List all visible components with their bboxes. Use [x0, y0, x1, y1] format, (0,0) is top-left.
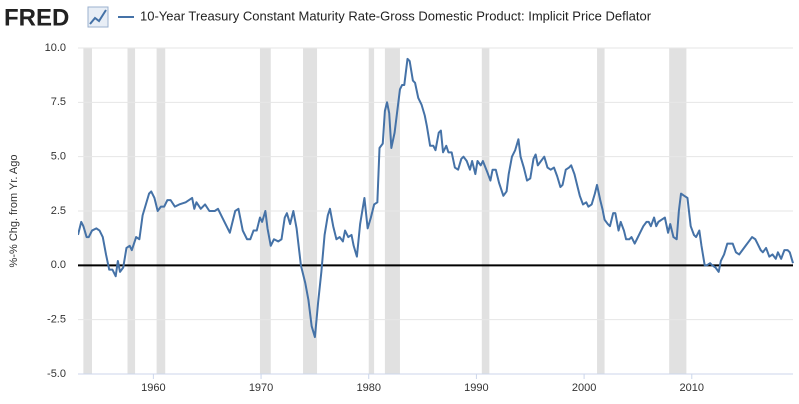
- y-tick-label: 0.0: [51, 259, 66, 271]
- y-tick-label: 7.5: [51, 96, 66, 108]
- legend-label: 10-Year Treasury Constant Maturity Rate-…: [140, 8, 652, 23]
- x-tick-label: 1990: [464, 382, 488, 394]
- y-tick-label: 2.5: [51, 205, 66, 217]
- y-axis-label: %-% Chg. from Yr. Ago: [8, 155, 20, 268]
- y-tick-label: 5.0: [51, 151, 66, 163]
- y-tick-label: -2.5: [47, 314, 66, 326]
- logo-icon: [87, 6, 109, 28]
- x-tick-label: 1970: [249, 382, 273, 394]
- x-tick-label: 2000: [572, 382, 596, 394]
- x-tick-label: 1980: [356, 382, 380, 394]
- logo: FRED: [4, 4, 69, 31]
- x-tick-label: 1960: [141, 382, 165, 394]
- y-tick-label: -5.0: [47, 368, 66, 380]
- series-line: [78, 57, 794, 339]
- y-tick-label: 10.0: [45, 42, 66, 54]
- x-tick-label: 2010: [680, 382, 704, 394]
